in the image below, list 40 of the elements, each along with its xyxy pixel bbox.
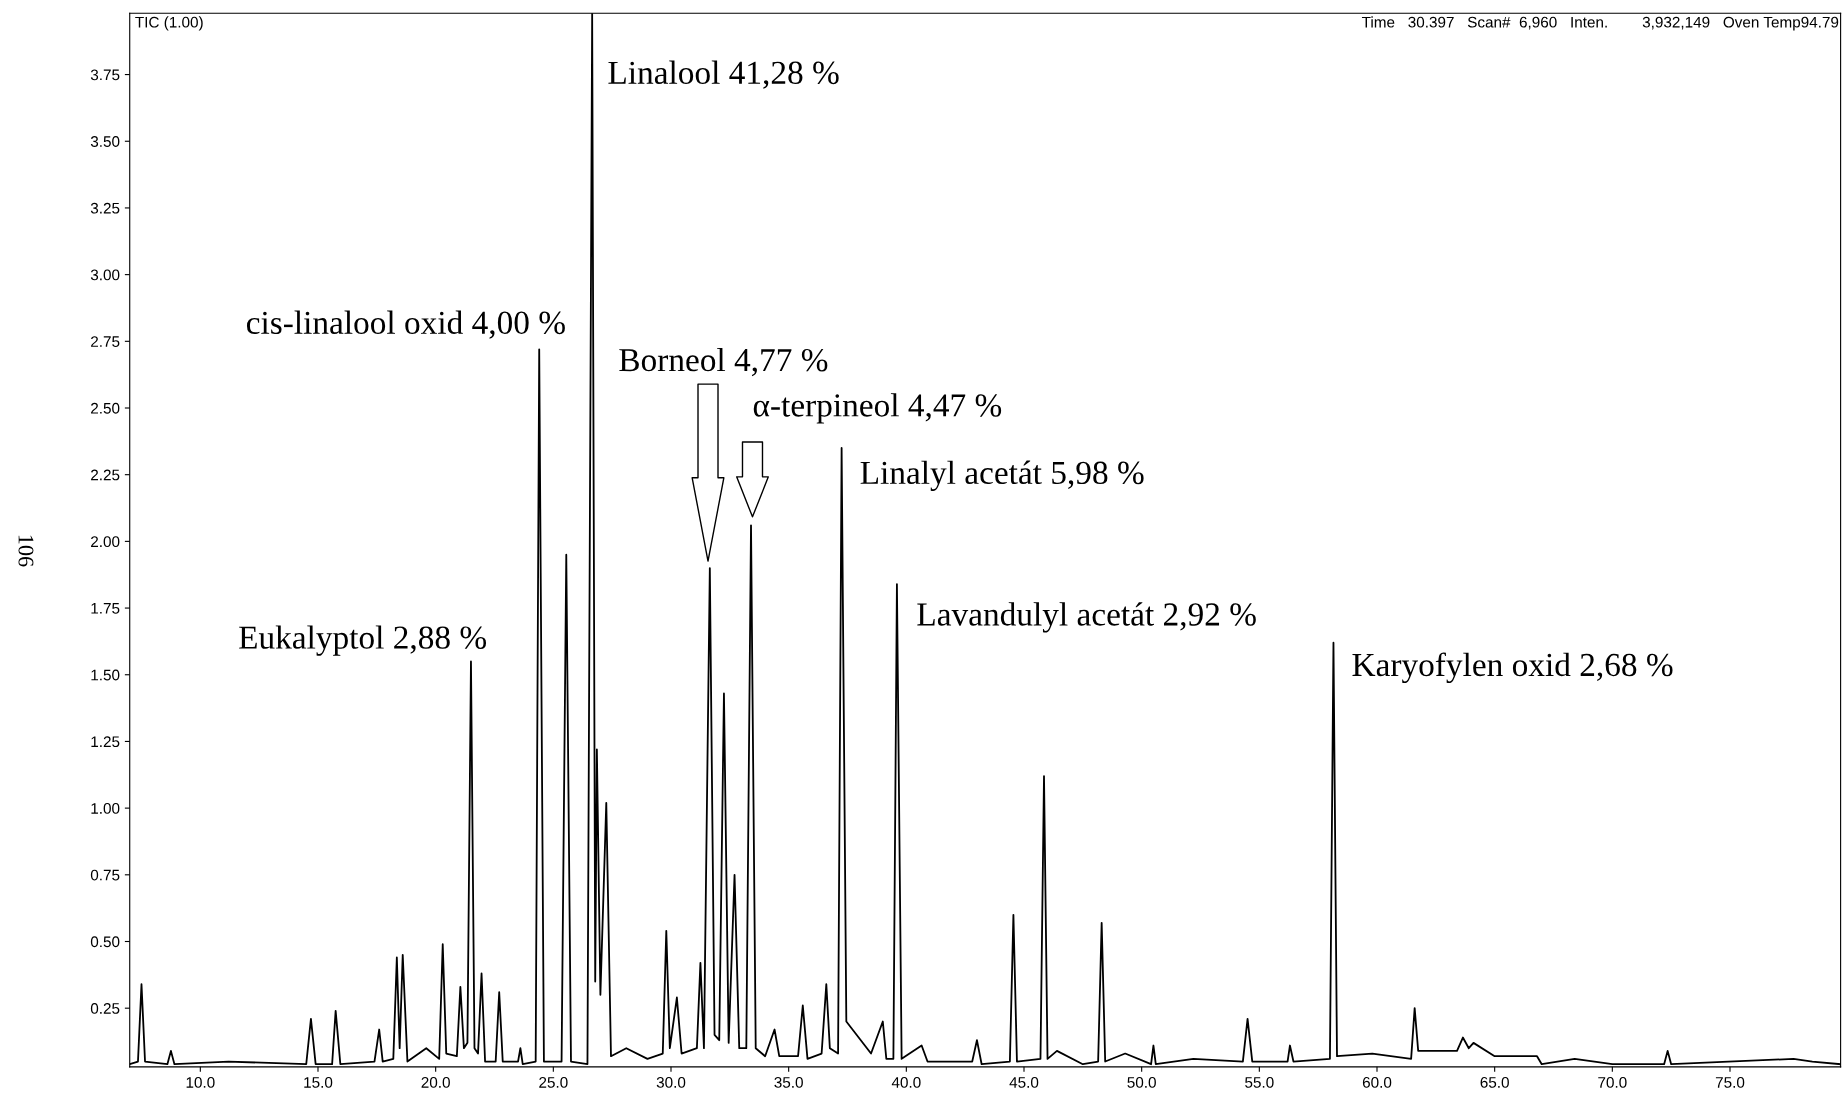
annotation: Eukalyptol 2,88 %	[239, 625, 487, 656]
y-tick-label: 3.00	[90, 269, 120, 281]
text: 106	[18, 535, 34, 567]
y-tick-label: 1.50	[91, 669, 120, 681]
y-tick-label: 0.75	[90, 869, 120, 881]
annotation: α-terpineol 4,47 %	[753, 393, 1002, 424]
y-tick-label: 0.25	[90, 1003, 120, 1014]
y-tick-label: 3.50	[90, 136, 120, 147]
annotation: Time 30.397 Scan# 6,960 Inten. 3,932,149 Oven Temp94.79	[1361, 16, 1839, 31]
annotation: Borneol 4,77 %	[619, 347, 828, 377]
annotation: TIC (1.00)	[135, 16, 203, 31]
x-tick-label: 45.0	[1009, 1076, 1039, 1088]
x-tick-label: 75.0	[1715, 1076, 1745, 1088]
y-tick-label: 1.75	[91, 603, 120, 614]
y-tick-label: 3.25	[90, 202, 120, 214]
x-tick-label: 10.0	[186, 1076, 215, 1088]
x-tick-label: 60.0	[1362, 1076, 1392, 1088]
x-tick-label: 30.0	[656, 1076, 686, 1088]
y-tick-label: 1.25	[91, 736, 120, 748]
y-tick-label: 3.75	[90, 69, 120, 81]
y-tick-label: 2.75	[91, 336, 120, 347]
x-tick-label: 20.0	[421, 1076, 450, 1088]
x-tick-label: 65.0	[1480, 1076, 1509, 1088]
x-tick-label: 35.0	[774, 1076, 803, 1088]
annotation: cis-linalool oxid 4,00 %	[246, 310, 565, 339]
annotation: Linalyl acetát 5,98 %	[860, 460, 1144, 491]
y-tick-label: 0.50	[90, 936, 120, 948]
y-tick-label: 2.00	[91, 536, 120, 548]
y-tick-label: 2.25	[91, 469, 120, 481]
x-tick-label: 40.0	[891, 1076, 921, 1088]
annotation: Linalool 41,28 %	[608, 60, 839, 89]
x-tick-label: 25.0	[539, 1076, 568, 1088]
x-tick-label: 55.0	[1245, 1076, 1274, 1088]
x-tick-label: 70.0	[1598, 1076, 1627, 1088]
x-tick-label: 50.0	[1127, 1076, 1156, 1088]
y-tick-label: 2.50	[91, 402, 120, 414]
x-tick-label: 15.0	[304, 1076, 333, 1088]
annotation: Lavandulyl acetát 2,92 %	[917, 602, 1256, 633]
annotation: Karyofylen oxid 2,68 %	[1352, 652, 1673, 684]
y-tick-label: 1.00	[91, 802, 120, 814]
